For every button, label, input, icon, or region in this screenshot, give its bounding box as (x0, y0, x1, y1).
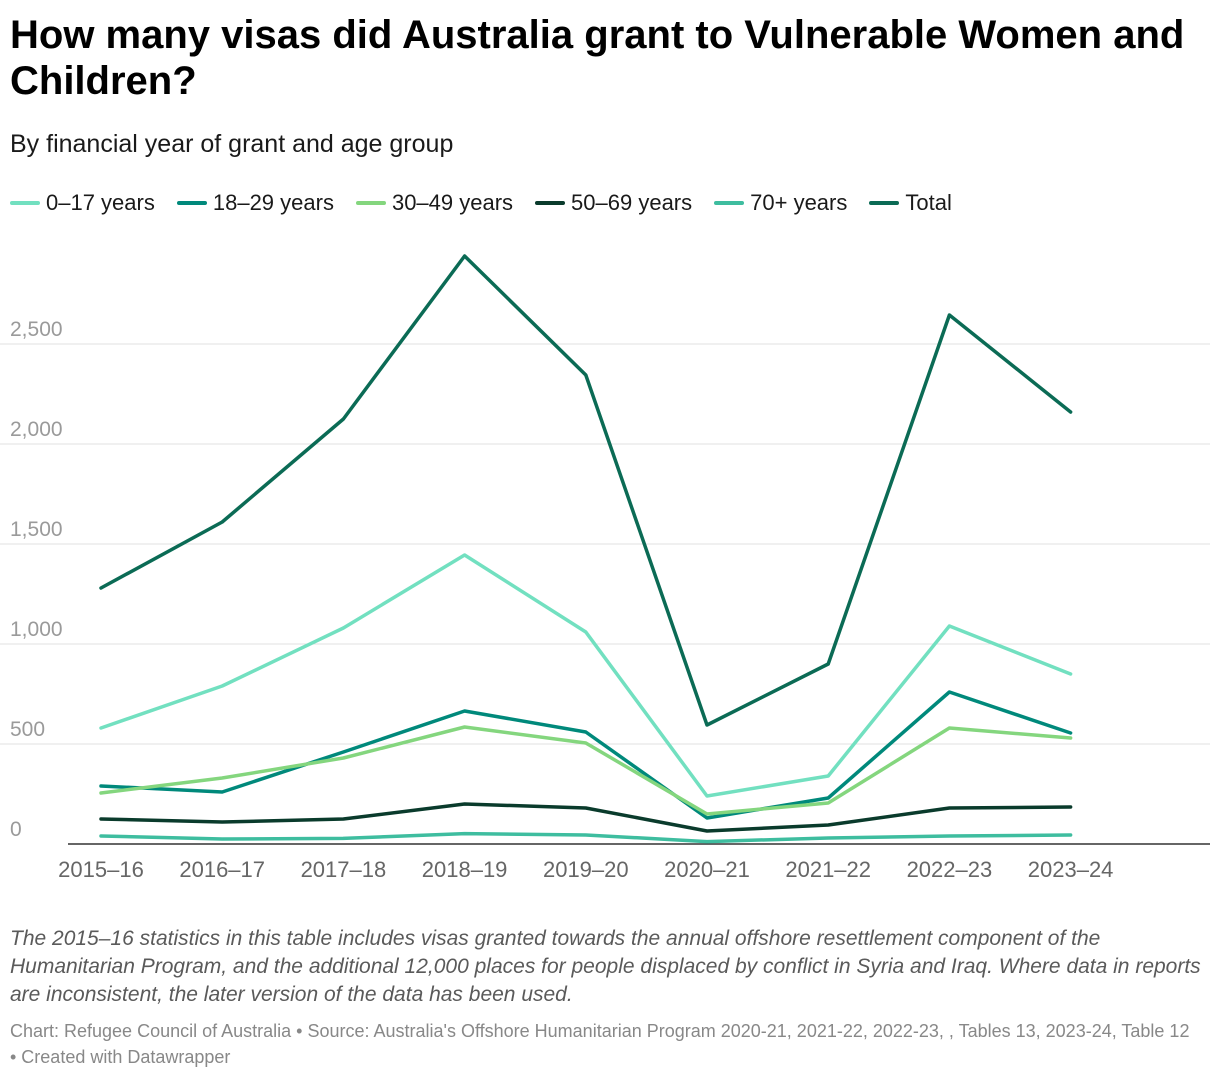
legend-label: 30–49 years (391, 190, 514, 215)
x-tick-label: 2017–18 (301, 857, 387, 882)
chart-title: How many visas did Australia grant to Vu… (10, 13, 1185, 103)
data-point (947, 806, 951, 810)
data-point (99, 726, 103, 730)
series-line (99, 553, 1073, 798)
legend-label: 0–17 years (46, 190, 155, 215)
data-point (826, 796, 830, 800)
data-point (826, 662, 830, 666)
x-tick-label: 2022–23 (907, 857, 993, 882)
y-tick-label: 2,000 (10, 418, 63, 441)
data-point (1069, 805, 1073, 809)
data-point (947, 313, 951, 317)
data-point (705, 812, 709, 816)
x-tick-label: 2023–24 (1028, 857, 1114, 882)
data-point (341, 417, 345, 421)
legend-swatch (10, 201, 40, 205)
legend-item: 70+ years (714, 190, 847, 216)
data-point (826, 774, 830, 778)
x-tick-label: 2020–21 (664, 857, 750, 882)
y-tick-label: 2,500 (10, 318, 63, 341)
data-point (99, 834, 103, 838)
data-point (584, 730, 588, 734)
legend-item: 0–17 years (10, 190, 155, 216)
data-point (341, 817, 345, 821)
chart-subtitle: By financial year of grant and age group (10, 130, 454, 158)
legend-swatch (714, 201, 745, 205)
data-point (341, 756, 345, 760)
data-point (341, 750, 345, 754)
legend-item: 30–49 years (355, 190, 514, 216)
data-point (99, 586, 103, 590)
legend-item: 50–69 years (535, 190, 692, 216)
data-point (705, 723, 709, 727)
legend-swatch (535, 201, 566, 205)
legend-label: 50–69 years (571, 190, 693, 215)
x-tick-label: 2016–17 (179, 857, 265, 882)
chart-credit: Chart: Refugee Council of Australia • So… (10, 1021, 1190, 1067)
data-point (463, 802, 467, 806)
data-point (99, 791, 103, 795)
data-point (463, 832, 467, 836)
x-tick-label: 2015–16 (58, 857, 144, 882)
data-point (220, 790, 224, 794)
data-point (463, 709, 467, 713)
series-line (99, 690, 1073, 820)
y-tick-label: 1,500 (10, 518, 63, 541)
x-tick-label: 2019–20 (543, 857, 629, 882)
data-point (99, 817, 103, 821)
data-point (463, 725, 467, 729)
data-point (705, 829, 709, 833)
data-point (705, 816, 709, 820)
y-tick-label: 0 (10, 818, 22, 841)
data-point (220, 520, 224, 524)
data-point (947, 690, 951, 694)
data-point (705, 840, 709, 844)
y-tick-label: 1,000 (10, 618, 63, 641)
data-point (705, 794, 709, 798)
legend-label: 18–29 years (212, 190, 334, 215)
data-point (584, 833, 588, 837)
x-tick-label: 2018–19 (422, 857, 508, 882)
legend-label: 70+ years (750, 190, 848, 215)
chart-note: The 2015–16 statistics in this table inc… (10, 927, 1201, 1006)
data-point (584, 741, 588, 745)
data-point (947, 834, 951, 838)
data-point (947, 624, 951, 628)
data-point (220, 837, 224, 841)
data-point (220, 820, 224, 824)
data-point (947, 726, 951, 730)
data-point (826, 823, 830, 827)
data-point (1069, 672, 1073, 676)
data-point (341, 626, 345, 630)
data-point (463, 254, 467, 258)
legend-swatch (355, 201, 386, 205)
series-line (99, 725, 1073, 816)
legend-swatch (869, 201, 900, 205)
legend-label: Total (905, 190, 952, 215)
y-tick-label: 500 (10, 718, 45, 741)
line-chart: 0 500 1,000 1,500 2,000 2,500 2015–16 2016–17 20… (0, 254, 1210, 882)
data-point (1069, 833, 1073, 837)
legend-swatch (176, 201, 207, 205)
legend-item: 18–29 years (176, 190, 334, 216)
x-tick-label: 2021–22 (785, 857, 871, 882)
data-point (584, 806, 588, 810)
legend-item: Total (869, 190, 952, 216)
legend: 0–17 years 18–29 years 30–49 years 50–69 ye… (10, 190, 974, 216)
data-point (584, 373, 588, 377)
data-point (341, 836, 345, 840)
data-point (220, 684, 224, 688)
data-point (1069, 736, 1073, 740)
data-point (1069, 731, 1073, 735)
data-point (1069, 410, 1073, 414)
data-point (99, 784, 103, 788)
data-point (826, 836, 830, 840)
data-point (584, 630, 588, 634)
data-point (463, 553, 467, 557)
data-point (826, 801, 830, 805)
data-point (220, 776, 224, 780)
